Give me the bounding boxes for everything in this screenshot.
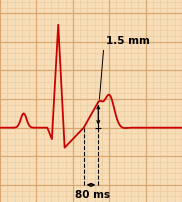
- Text: 1.5 mm: 1.5 mm: [106, 36, 149, 45]
- Text: 80 ms: 80 ms: [75, 189, 110, 199]
